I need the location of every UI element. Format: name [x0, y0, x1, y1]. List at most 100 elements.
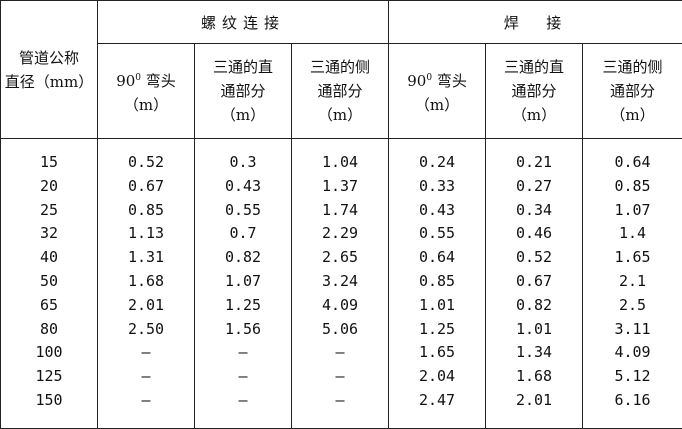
table-cell-value: 1.07: [224, 271, 262, 290]
table-cell-value: 1.37: [321, 176, 359, 195]
table-cell-value: —: [238, 390, 248, 409]
table-cell-value: —: [335, 367, 345, 386]
header-threaded-tee-side: 三通的侧 通部分 （m）: [290, 43, 390, 139]
table-cell-value: 2.1: [618, 271, 647, 290]
table-cell-value: 125: [35, 367, 63, 386]
header-welded-tee-straight: 三通的直 通部分 （m）: [485, 43, 584, 139]
table-cell-value: 1.25: [224, 295, 262, 314]
tee-straight-unit: （m）: [511, 106, 557, 124]
table-cell-value: 0.82: [515, 295, 553, 314]
table-cell-value: —: [238, 367, 248, 386]
table-cell-value: 0.7: [229, 224, 257, 243]
tee-straight-line1: 三通的直: [504, 58, 565, 76]
table-cell-value: 3.24: [321, 271, 359, 290]
table-cell-value: 0.67: [515, 271, 553, 290]
table-cell-value: 0.52: [127, 153, 165, 171]
table-cell-value: 1.01: [515, 319, 553, 338]
column-welded-elbow: 0.24 0.33 0.43 0.55 0.64 0.85 1.01 1.25 1.65 2.04…: [388, 138, 487, 429]
table-cell-value: —: [335, 390, 345, 409]
table-cell-value: 0.82: [224, 248, 262, 267]
header-welded-group: 焊 接: [388, 0, 682, 44]
table-cell-value: 40: [39, 248, 59, 267]
table-cell-value: 100: [35, 343, 63, 362]
table-cell-value: 6.16: [614, 390, 651, 409]
elbow-label: 弯头: [141, 71, 176, 90]
elbow-angle: 90: [116, 71, 136, 90]
table-cell-value: 0.67: [127, 176, 165, 195]
table-cell-value: —: [141, 390, 151, 409]
table-cell-value: 2.04: [418, 367, 456, 386]
table-cell-value: 1.07: [614, 200, 651, 219]
table-cell-value: 2.65: [321, 248, 359, 267]
header-pipe-diameter-line2: 直径（mm）: [4, 72, 94, 91]
table-cell-value: 0.85: [614, 176, 651, 195]
tee-side-line1: 三通的侧: [602, 58, 663, 76]
table-cell-value: 0.55: [418, 224, 456, 243]
table-cell-value: 2.29: [321, 224, 359, 243]
table-cell-value: 1.25: [418, 319, 456, 338]
table-cell-value: 32: [39, 224, 59, 243]
table-cell-value: 0.43: [418, 200, 456, 219]
tee-side-unit: （m）: [610, 106, 655, 124]
table-cell-value: 1.68: [515, 367, 553, 386]
table-cell-value: —: [335, 343, 345, 362]
tee-straight-line2: 通部分: [511, 82, 557, 100]
column-threaded-tee-straight: 0.3 0.43 0.55 0.7 0.82 1.07 1.25 1.56 — — —: [194, 138, 292, 429]
tee-straight-unit: （m）: [220, 106, 266, 124]
table-cell-value: 20: [39, 176, 59, 195]
table-cell-value: —: [141, 343, 151, 362]
table-cell-value: 2.5: [618, 295, 647, 314]
table-cell-value: 0.64: [418, 248, 456, 267]
header-welded-tee-side: 三通的侧 通部分 （m）: [582, 43, 682, 139]
tee-side-line1: 三通的侧: [310, 58, 371, 76]
table-cell-value: 1.65: [614, 248, 651, 267]
table-cell-value: 4.09: [614, 343, 651, 362]
table-cell-value: —: [238, 343, 248, 362]
table-cell-value: 25: [39, 200, 59, 219]
tee-straight-line1: 三通的直: [212, 58, 273, 76]
elbow-degree: 0: [426, 72, 433, 83]
table-cell-value: 50: [39, 271, 59, 290]
header-welded-elbow: 900 弯头 （m）: [388, 43, 487, 139]
table-cell-value: 1.68: [127, 271, 165, 290]
elbow-angle: 90: [407, 71, 427, 90]
column-welded-tee-side: 0.64 0.85 1.07 1.4 1.65 2.1 2.5 3.11 4.09 5.12 6.1…: [582, 138, 682, 429]
column-threaded-tee-side: 1.04 1.37 1.74 2.29 2.65 3.24 4.09 5.06 — — —: [290, 138, 390, 429]
table-cell-value: 0.46: [515, 224, 553, 243]
table-cell-value: 0.21: [515, 153, 553, 171]
tee-side-line2: 通部分: [317, 82, 363, 100]
table-cell-value: 0.34: [515, 200, 553, 219]
table-cell-value: 0.3: [229, 153, 257, 171]
table-cell-value: 0.33: [418, 176, 456, 195]
table-cell-value: 0.85: [418, 271, 456, 290]
table-cell-value: 0.55: [224, 200, 262, 219]
table-cell-value: 0.52: [515, 248, 553, 267]
table-cell-value: 3.11: [614, 319, 651, 338]
table-cell-value: 0.43: [224, 176, 262, 195]
table-cell-value: 2.47: [418, 390, 456, 409]
table-cell-value: 0.24: [418, 153, 456, 171]
tee-side-line2: 通部分: [610, 82, 656, 100]
header-threaded-tee-straight: 三通的直 通部分 （m）: [194, 43, 292, 139]
table-cell-value: 2.01: [515, 390, 553, 409]
table-cell-value: 1.13: [127, 224, 165, 243]
table-cell-value: —: [141, 367, 151, 386]
table-cell-value: 80: [39, 319, 59, 338]
table-cell-value: 1.4: [618, 224, 647, 243]
table-cell-value: 1.56: [224, 319, 262, 338]
table-cell-value: 5.06: [321, 319, 359, 338]
table-cell-value: 1.01: [418, 295, 456, 314]
table-cell-value: 0.27: [515, 176, 553, 195]
table-cell-value: 1.34: [515, 343, 553, 362]
table-cell-value: 4.09: [321, 295, 359, 314]
column-threaded-elbow: 0.52 0.67 0.85 1.13 1.31 1.68 2.01 2.50 — — —: [97, 138, 195, 429]
elbow-unit: （m）: [414, 95, 460, 114]
table-cell-value: 1.31: [127, 248, 165, 267]
header-pipe-diameter: 管道公称 直径（mm）: [0, 0, 98, 139]
elbow-unit: （m）: [123, 95, 169, 114]
table-cell-value: 1.04: [321, 153, 359, 171]
table-cell-value: 1.74: [321, 200, 359, 219]
table-cell-value: 65: [39, 295, 59, 314]
table-cell-value: 2.01: [127, 295, 165, 314]
